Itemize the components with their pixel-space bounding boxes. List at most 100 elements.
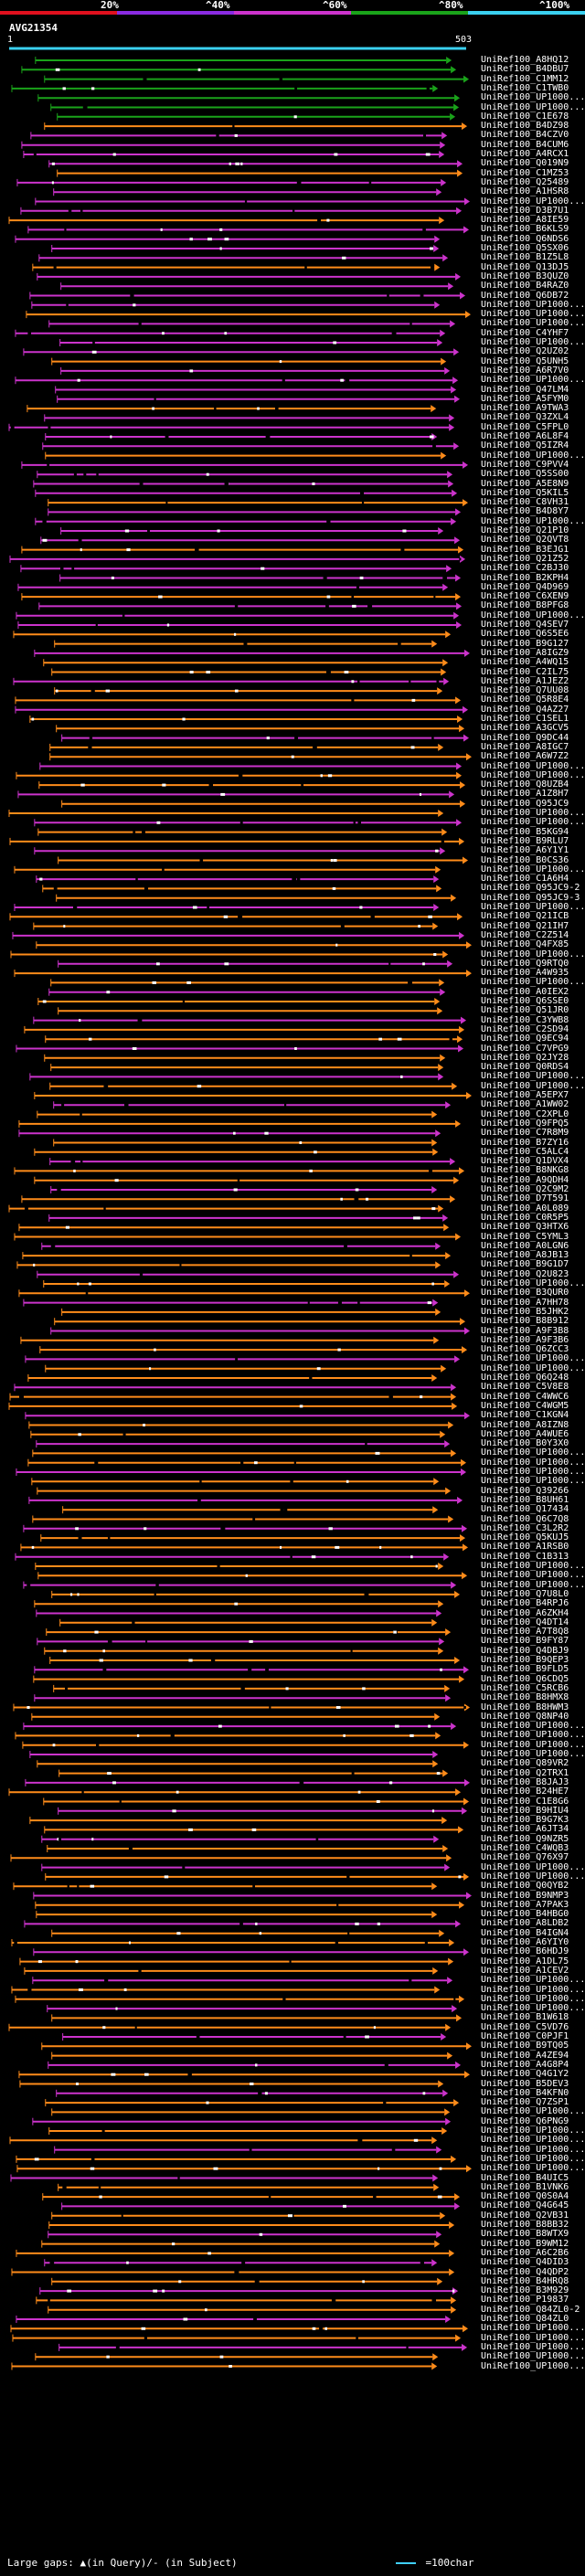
hit-label[interactable]: UniRef100_UP1000...	[481, 1353, 585, 1364]
hit-label[interactable]: UniRef100_B4HBG0	[481, 1909, 569, 1920]
hit-label[interactable]: UniRef100_B4CUM6	[481, 139, 569, 150]
hit-label[interactable]: UniRef100_UP1000...	[481, 1457, 585, 1468]
hit-label[interactable]: UniRef100_UP1000...	[481, 450, 585, 461]
hit-label[interactable]: UniRef100_Q51JR0	[481, 1005, 569, 1016]
hit-label[interactable]: UniRef100_Q5IZR4	[481, 440, 569, 451]
hit-label[interactable]: UniRef100_Q21P10	[481, 525, 569, 535]
hit-label[interactable]: UniRef100_Q1DVX4	[481, 1156, 569, 1167]
hit-label[interactable]: UniRef100_B5JHK2	[481, 1306, 569, 1317]
hit-label[interactable]: UniRef100_Q019N9	[481, 158, 569, 169]
hit-label[interactable]: UniRef100_C8VH31	[481, 497, 569, 508]
hit-label[interactable]: UniRef100_C5ALC4	[481, 1146, 569, 1157]
hit-label[interactable]: UniRef100_Q95JC9-2	[481, 883, 580, 894]
hit-label[interactable]: UniRef100_UP1000...	[481, 949, 585, 959]
hit-label[interactable]: UniRef100_UP1000...	[481, 1080, 585, 1091]
hit-label[interactable]: UniRef100_C1E8G6	[481, 1796, 569, 1807]
hit-label[interactable]: UniRef100_Q6S5E6	[481, 629, 569, 640]
hit-label[interactable]: UniRef100_UP1000...	[481, 2144, 585, 2155]
hit-label[interactable]: UniRef100_Q9DC44	[481, 732, 569, 743]
hit-label[interactable]: UniRef100_B9WM12	[481, 2238, 569, 2249]
hit-label[interactable]: UniRef100_UP1000...	[481, 1561, 585, 1571]
hit-label[interactable]: UniRef100_UP1000...	[481, 2360, 585, 2371]
hit-label[interactable]: UniRef100_Q3ZXL4	[481, 412, 569, 423]
hit-label[interactable]: UniRef100_B9G7K3	[481, 1815, 569, 1826]
hit-label[interactable]: UniRef100_C5YML3	[481, 1231, 569, 1242]
hit-label[interactable]: UniRef100_A4RCX1	[481, 149, 569, 159]
hit-label[interactable]: UniRef100_UP1000...	[481, 2003, 585, 2014]
hit-label[interactable]: UniRef100_B4CZV0	[481, 130, 569, 141]
hit-label[interactable]: UniRef100_Q2JY28	[481, 1052, 569, 1063]
hit-label[interactable]: UniRef100_B8UH61	[481, 1494, 569, 1505]
hit-label[interactable]: UniRef100_B8HWM3	[481, 1701, 569, 1712]
hit-label[interactable]: UniRef100_Q8UZB4	[481, 779, 569, 790]
hit-label[interactable]: UniRef100_C1A6H4	[481, 874, 569, 885]
hit-label[interactable]: UniRef100_A4W935	[481, 968, 569, 979]
hit-label[interactable]: UniRef100_UP1000...	[481, 1278, 585, 1288]
hit-label[interactable]: UniRef100_C1SEL1	[481, 714, 569, 724]
hit-label[interactable]: UniRef100_A6ZKH4	[481, 1607, 569, 1618]
hit-label[interactable]: UniRef100_UP1000...	[481, 92, 585, 103]
hit-label[interactable]: UniRef100_UP1000...	[481, 2106, 585, 2117]
hit-label[interactable]: UniRef100_C5FPL0	[481, 421, 569, 432]
hit-label[interactable]: UniRef100_C2IL75	[481, 666, 569, 677]
hit-label[interactable]: UniRef100_C1MZ53	[481, 167, 569, 178]
hit-label[interactable]: UniRef100_Q39266	[481, 1485, 569, 1496]
hit-label[interactable]: UniRef100_UP1000...	[481, 2135, 585, 2146]
hit-label[interactable]: UniRef100_Q9NZR5	[481, 1833, 569, 1844]
hit-label[interactable]: UniRef100_B7ZY16	[481, 1137, 569, 1148]
hit-label[interactable]: UniRef100_Q5KUJ5	[481, 1532, 569, 1543]
hit-label[interactable]: UniRef100_Q3HTX6	[481, 1222, 569, 1233]
hit-label[interactable]: UniRef100_Q9EC94	[481, 1034, 569, 1044]
hit-label[interactable]: UniRef100_C1B313	[481, 1551, 569, 1562]
hit-label[interactable]: UniRef100_UP1000...	[481, 1739, 585, 1750]
hit-label[interactable]: UniRef100_B1Z5L8	[481, 252, 569, 263]
hit-label[interactable]: UniRef100_UP1000...	[481, 1984, 585, 1995]
hit-label[interactable]: UniRef100_B3M929	[481, 2285, 569, 2296]
hit-label[interactable]: UniRef100_C7R8M9	[481, 1128, 569, 1139]
hit-label[interactable]: UniRef100_Q95JC9-3	[481, 892, 580, 903]
hit-label[interactable]: UniRef100_A8LDB2	[481, 1918, 569, 1929]
hit-label[interactable]: UniRef100_Q4G1Y2	[481, 2069, 569, 2080]
hit-label[interactable]: UniRef100_C2XPL0	[481, 1108, 569, 1119]
hit-label[interactable]: UniRef100_UP1000...	[481, 1993, 585, 2004]
hit-label[interactable]: UniRef100_B4RPJ6	[481, 1598, 569, 1609]
hit-label[interactable]: UniRef100_A4G8P4	[481, 2059, 569, 2070]
hit-label[interactable]: UniRef100_A5EPX7	[481, 1090, 569, 1100]
hit-label[interactable]: UniRef100_B9FY87	[481, 1636, 569, 1647]
hit-label[interactable]: UniRef100_UP1000...	[481, 817, 585, 828]
hit-label[interactable]: UniRef100_B8JAJ3	[481, 1776, 569, 1787]
hit-label[interactable]: UniRef100_C2BJ30	[481, 563, 569, 574]
hit-label[interactable]: UniRef100_B9NMP3	[481, 1890, 569, 1901]
hit-label[interactable]: UniRef100_UP1000...	[481, 1871, 585, 1882]
hit-label[interactable]: UniRef100_Q4SEV7	[481, 620, 569, 630]
hit-label[interactable]: UniRef100_Q84ZL0-2	[481, 2304, 580, 2315]
hit-label[interactable]: UniRef100_Q4AZ27	[481, 704, 569, 715]
hit-label[interactable]: UniRef100_UP1000...	[481, 299, 585, 310]
hit-label[interactable]: UniRef100_UP1000...	[481, 1749, 585, 1759]
hit-label[interactable]: UniRef100_B6HDJ9	[481, 1946, 569, 1957]
hit-label[interactable]: UniRef100_A6W7Z2	[481, 751, 569, 762]
hit-label[interactable]: UniRef100_B4RAZ0	[481, 281, 569, 292]
hit-label[interactable]: UniRef100_Q5SS00	[481, 469, 569, 480]
hit-label[interactable]: UniRef100_C5RCB6	[481, 1682, 569, 1693]
hit-label[interactable]: UniRef100_C2SD94	[481, 1023, 569, 1034]
hit-label[interactable]: UniRef100_Q89VR2	[481, 1758, 569, 1769]
hit-label[interactable]: UniRef100_UP1000...	[481, 610, 585, 620]
hit-label[interactable]: UniRef100_A1CEV2	[481, 1965, 569, 1976]
hit-label[interactable]: UniRef100_P19837	[481, 2295, 569, 2306]
hit-label[interactable]: UniRef100_Q2TRX1	[481, 1767, 569, 1778]
hit-label[interactable]: UniRef100_Q4DBJ9	[481, 1645, 569, 1656]
hit-label[interactable]: UniRef100_C0R5P5	[481, 1212, 569, 1223]
hit-label[interactable]: UniRef100_UP1000...	[481, 2163, 585, 2174]
hit-label[interactable]: UniRef100_A9QDH4	[481, 1174, 569, 1185]
hit-label[interactable]: UniRef100_A5FYM0	[481, 393, 569, 404]
hit-label[interactable]: UniRef100_UP1000...	[481, 1579, 585, 1590]
hit-label[interactable]: UniRef100_UP1000...	[481, 318, 585, 329]
hit-label[interactable]: UniRef100_A6YIY0	[481, 1937, 569, 1947]
hit-label[interactable]: UniRef100_UP1000...	[481, 337, 585, 347]
hit-label[interactable]: UniRef100_A9F3B8	[481, 1325, 569, 1336]
hit-label[interactable]: UniRef100_A7HH78	[481, 1297, 569, 1308]
hit-label[interactable]: UniRef100_A8IGC7	[481, 741, 569, 752]
hit-label[interactable]: UniRef100_Q2U823	[481, 1268, 569, 1279]
hit-label[interactable]: UniRef100_A9TWA3	[481, 403, 569, 414]
